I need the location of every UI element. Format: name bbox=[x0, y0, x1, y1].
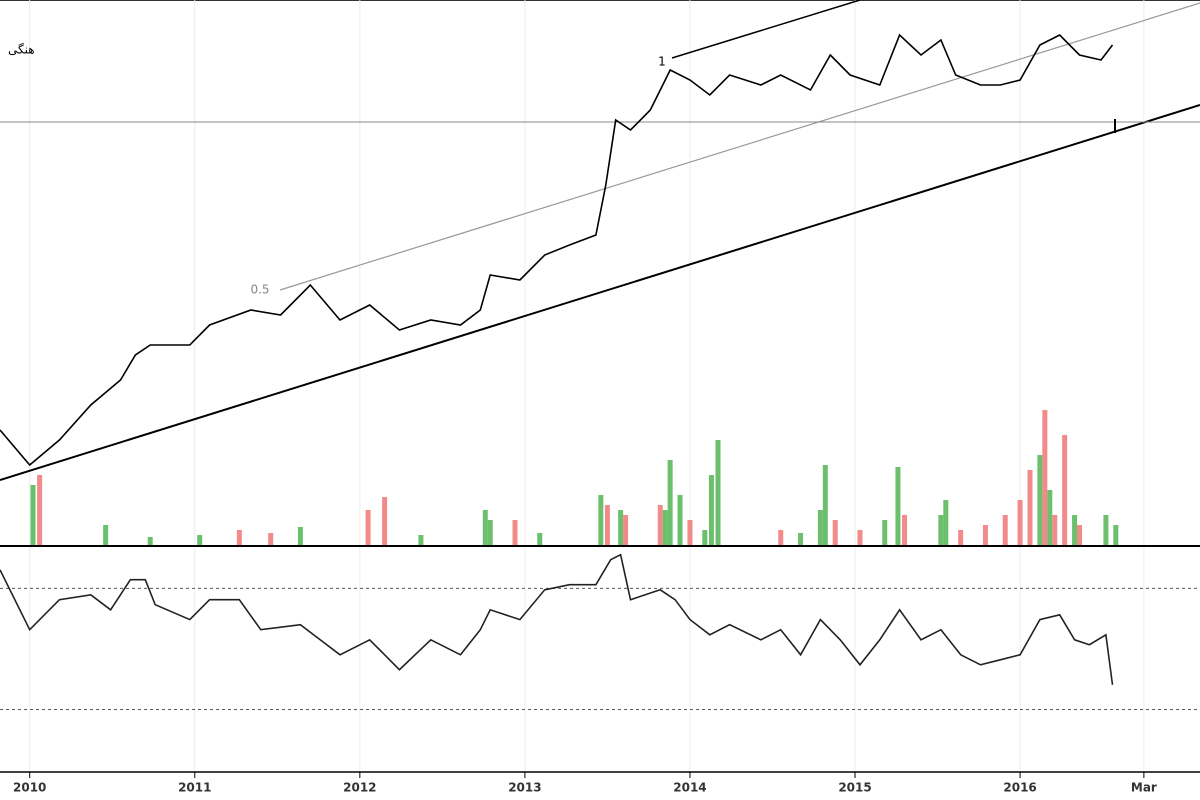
volume-bar bbox=[1017, 500, 1023, 545]
volume-bar bbox=[487, 520, 493, 545]
volume-bar bbox=[943, 500, 949, 545]
volume-bar bbox=[1113, 525, 1119, 545]
trend-line bbox=[279, 2, 1200, 291]
volume-bar bbox=[708, 475, 714, 545]
volume-bar bbox=[37, 475, 43, 545]
volume-bar bbox=[1103, 515, 1109, 545]
x-tick-label: 2016 bbox=[1003, 781, 1036, 795]
volume-bar bbox=[482, 510, 488, 545]
volume-bar bbox=[662, 510, 668, 545]
volume-bar bbox=[147, 537, 153, 545]
volume-bar bbox=[197, 535, 203, 545]
volume-bar bbox=[832, 520, 838, 545]
volume-bar bbox=[103, 525, 109, 545]
annotation: هنگی bbox=[8, 43, 35, 57]
volume-bar bbox=[982, 525, 988, 545]
volume-bar bbox=[882, 520, 888, 545]
volume-bar bbox=[623, 515, 629, 545]
annotation: 1 bbox=[658, 55, 666, 69]
volume-bar bbox=[382, 497, 388, 545]
volume-bar bbox=[1077, 525, 1083, 545]
volume-bar bbox=[618, 510, 624, 545]
volume-bar bbox=[677, 495, 683, 545]
volume-bar bbox=[778, 530, 784, 545]
volume-bar bbox=[895, 467, 901, 545]
volume-bar bbox=[297, 527, 303, 545]
volume-bar bbox=[667, 460, 673, 545]
volume-bar bbox=[512, 520, 518, 545]
series-line bbox=[0, 33, 1114, 467]
volume-bar bbox=[1027, 470, 1033, 545]
volume-bar bbox=[822, 465, 828, 545]
volume-bar bbox=[938, 515, 944, 545]
volume-bar bbox=[604, 505, 610, 545]
volume-bar bbox=[236, 530, 242, 545]
volume-bar bbox=[1002, 515, 1008, 545]
x-tick-label: 2013 bbox=[508, 781, 541, 795]
volume-bar bbox=[798, 533, 804, 545]
volume-bar bbox=[702, 530, 708, 545]
trend-line bbox=[0, 104, 1200, 481]
x-tick-label: 2010 bbox=[13, 781, 46, 795]
volume-bar bbox=[268, 533, 274, 545]
x-tick-label: 2015 bbox=[838, 781, 871, 795]
trend-line bbox=[671, 0, 861, 59]
x-tick-label: 2011 bbox=[178, 781, 211, 795]
volume-bar bbox=[1072, 515, 1078, 545]
volume-bar bbox=[365, 510, 371, 545]
volume-bar bbox=[1047, 490, 1053, 545]
volume-bar bbox=[1042, 410, 1048, 545]
volume-bar bbox=[537, 533, 543, 545]
volume-bar bbox=[1052, 515, 1058, 545]
volume-bar bbox=[657, 505, 663, 545]
series-line bbox=[0, 553, 1114, 685]
volume-bar bbox=[715, 440, 721, 545]
volume-bar bbox=[902, 515, 908, 545]
annotation: 0.5 bbox=[250, 283, 269, 297]
volume-bar bbox=[857, 530, 863, 545]
x-tick-label: Mar bbox=[1131, 781, 1157, 795]
volume-bar bbox=[817, 510, 823, 545]
volume-bar bbox=[418, 535, 424, 545]
volume-bar bbox=[687, 520, 693, 545]
volume-bar bbox=[598, 495, 604, 545]
volume-bar bbox=[958, 530, 964, 545]
x-tick-label: 2012 bbox=[343, 781, 376, 795]
volume-bar bbox=[30, 485, 36, 545]
x-tick-label: 2014 bbox=[673, 781, 706, 795]
volume-bar bbox=[1037, 455, 1043, 545]
volume-bar bbox=[1062, 435, 1068, 545]
